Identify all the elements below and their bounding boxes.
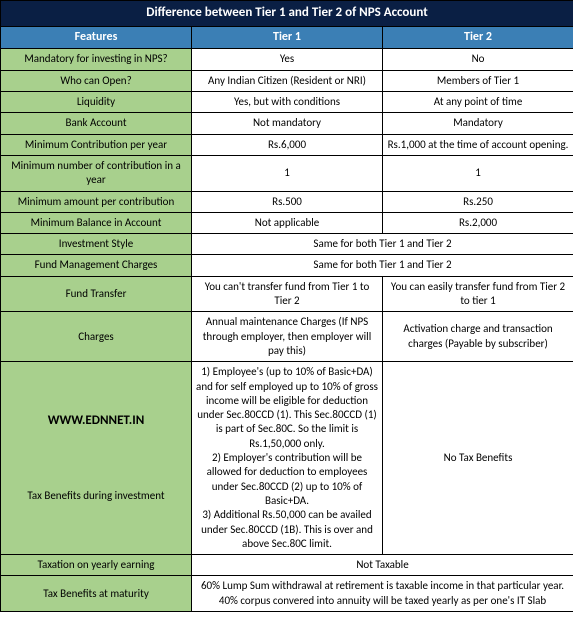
- tier1-value: 1) Employee's (up to 10% of Basic+DA) an…: [192, 362, 383, 555]
- tier2-value: Rs.2,000: [383, 212, 573, 233]
- table-row: Mandatory for investing in NPS? Yes No: [1, 49, 573, 70]
- tier1-value: You can't transfer fund from Tier 1 to T…: [192, 276, 383, 312]
- table-row: Minimum Balance in Account Not applicabl…: [1, 212, 573, 233]
- merged-value: Not Taxable: [192, 555, 573, 576]
- feature-label: Fund Transfer: [1, 276, 192, 312]
- tier1-value: Not applicable: [192, 212, 383, 233]
- table-row: Liquidity Yes, but with conditions At an…: [1, 92, 573, 113]
- feature-label: Tax Benefits at maturity: [1, 576, 192, 612]
- feature-label: Mandatory for investing in NPS?: [1, 49, 192, 70]
- feature-label: Liquidity: [1, 92, 192, 113]
- tier1-value: Any Indian Citizen (Resident or NRI): [192, 70, 383, 91]
- watermark-text: WWW.EDNNET.IN: [5, 413, 187, 430]
- tier2-value: Activation charge and transaction charge…: [383, 312, 573, 362]
- merged-value: Same for both Tier 1 and Tier 2: [192, 255, 573, 276]
- table-row: Investment Style Same for both Tier 1 an…: [1, 234, 573, 255]
- tier2-value: No Tax Benefits: [383, 362, 573, 555]
- table-row: WWW.EDNNET.IN Tax Benefits during invest…: [1, 362, 573, 555]
- tier2-value: 1: [383, 155, 573, 191]
- tier2-value: Rs.1,000 at the time of account opening.: [383, 134, 573, 155]
- table-title: Difference between Tier 1 and Tier 2 of …: [1, 1, 573, 27]
- feature-label: Taxation on yearly earning: [1, 555, 192, 576]
- table-row: Fund Transfer You can't transfer fund fr…: [1, 276, 573, 312]
- tier2-value: Members of Tier 1: [383, 70, 573, 91]
- header-tier1: Tier 1: [192, 26, 383, 49]
- table-row: Who can Open? Any Indian Citizen (Reside…: [1, 70, 573, 91]
- comparison-table: Difference between Tier 1 and Tier 2 of …: [0, 0, 573, 612]
- feature-label: Minimum amount per contribution: [1, 191, 192, 212]
- tier2-value: At any point of time: [383, 92, 573, 113]
- header-tier2: Tier 2: [383, 26, 573, 49]
- tier1-value: Not mandatory: [192, 113, 383, 134]
- feature-label: Charges: [1, 312, 192, 362]
- tier1-value: 1: [192, 155, 383, 191]
- tier2-value: Mandatory: [383, 113, 573, 134]
- feature-label: Minimum Contribution per year: [1, 134, 192, 155]
- merged-value: 60% Lump Sum withdrawal at retirement is…: [192, 576, 573, 612]
- feature-label: Minimum number of contribution in a year: [1, 155, 192, 191]
- table-row: Minimum amount per contribution Rs.500 R…: [1, 191, 573, 212]
- table-row: Taxation on yearly earning Not Taxable: [1, 555, 573, 576]
- tier2-value: You can easily transfer fund from Tier 2…: [383, 276, 573, 312]
- tier1-value: Rs.6,000: [192, 134, 383, 155]
- feature-label: WWW.EDNNET.IN Tax Benefits during invest…: [1, 362, 192, 555]
- table-row: Fund Management Charges Same for both Ti…: [1, 255, 573, 276]
- tier1-value: Annual maintenance Charges (If NPS throu…: [192, 312, 383, 362]
- tier1-value: Yes: [192, 49, 383, 70]
- tier1-value: Rs.500: [192, 191, 383, 212]
- tier1-value: Yes, but with conditions: [192, 92, 383, 113]
- table-row: Minimum number of contribution in a year…: [1, 155, 573, 191]
- table-row: Tax Benefits at maturity 60% Lump Sum wi…: [1, 576, 573, 612]
- feature-label: Investment Style: [1, 234, 192, 255]
- feature-text: Tax Benefits during investment: [5, 489, 187, 503]
- merged-value: Same for both Tier 1 and Tier 2: [192, 234, 573, 255]
- feature-label: Who can Open?: [1, 70, 192, 91]
- tier2-value: No: [383, 49, 573, 70]
- feature-label: Bank Account: [1, 113, 192, 134]
- feature-label: Fund Management Charges: [1, 255, 192, 276]
- header-features: Features: [1, 26, 192, 49]
- tier2-value: Rs.250: [383, 191, 573, 212]
- table-row: Bank Account Not mandatory Mandatory: [1, 113, 573, 134]
- table-row: Minimum Contribution per year Rs.6,000 R…: [1, 134, 573, 155]
- table-row: Charges Annual maintenance Charges (If N…: [1, 312, 573, 362]
- feature-label: Minimum Balance in Account: [1, 212, 192, 233]
